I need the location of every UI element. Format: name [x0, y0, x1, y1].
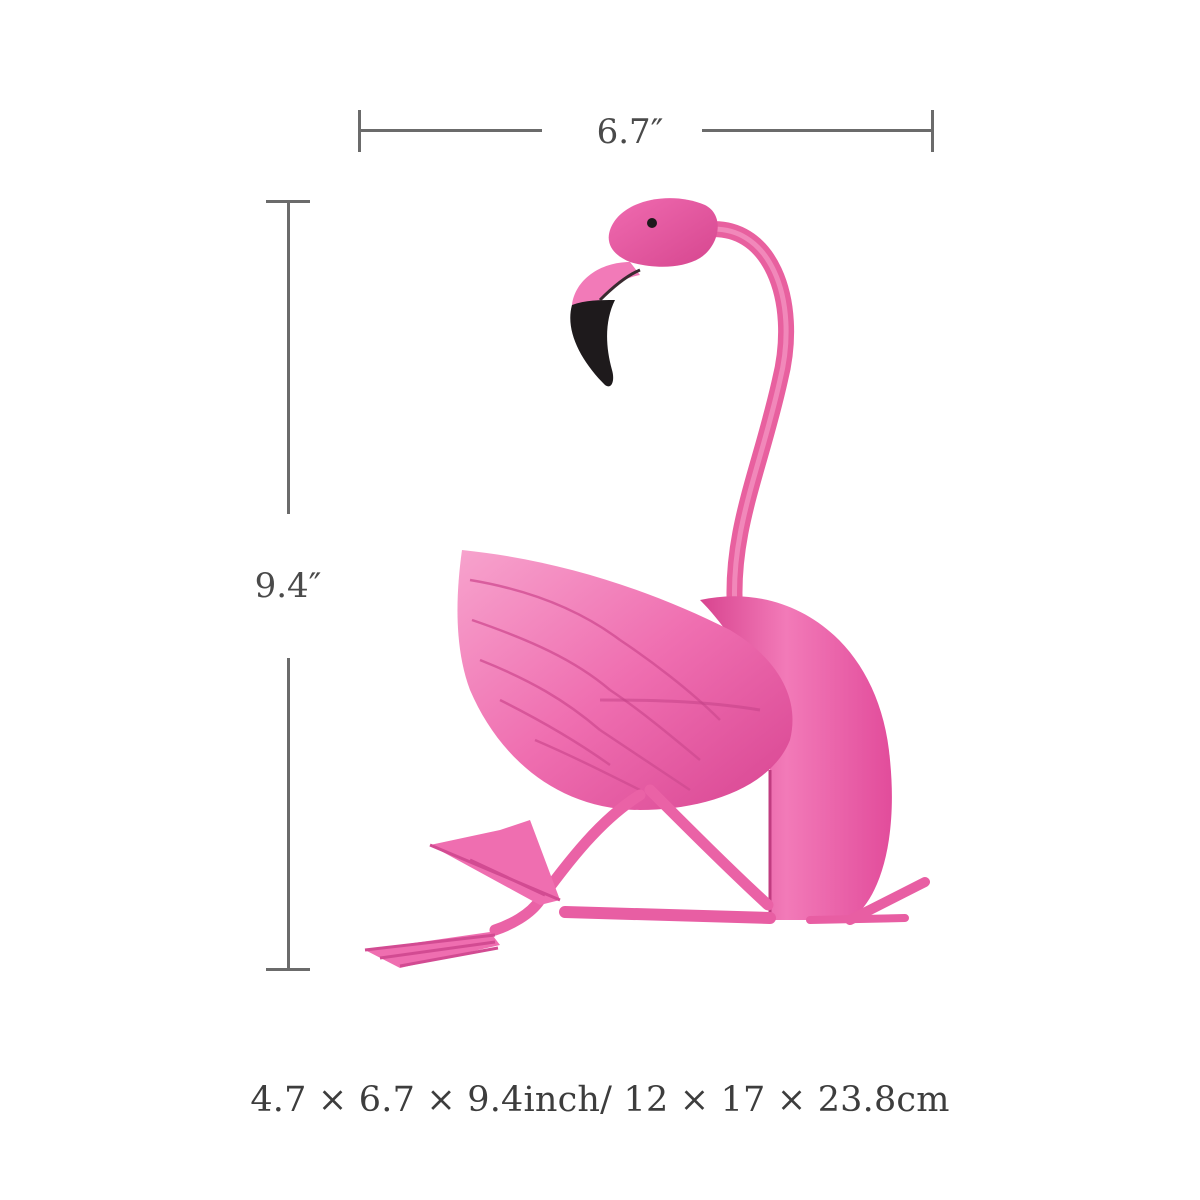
flamingo-neck [695, 221, 795, 618]
flamingo-base-rod [559, 906, 776, 924]
width-line-right-cap [931, 110, 934, 152]
flamingo-body [700, 596, 892, 920]
flamingo-leg-back [644, 784, 774, 911]
flamingo-foot-raised [430, 820, 560, 905]
height-line-bottom-cap [266, 968, 310, 971]
dimension-caption: 4.7 × 6.7 × 9.4inch/ 12 × 17 × 23.8cm [250, 1080, 950, 1120]
width-line-left-segment [358, 129, 542, 132]
flamingo-head [608, 198, 718, 267]
height-dimension-label: 9.4″ [254, 566, 322, 606]
width-line-right-segment [702, 129, 934, 132]
height-line-top-segment [287, 200, 290, 514]
flamingo-wing [457, 550, 793, 810]
flamingo-beak-tip [570, 300, 615, 387]
width-dimension-label: 6.7″ [596, 112, 664, 152]
height-line-bottom-segment [287, 658, 290, 970]
flamingo-eye [647, 218, 657, 228]
